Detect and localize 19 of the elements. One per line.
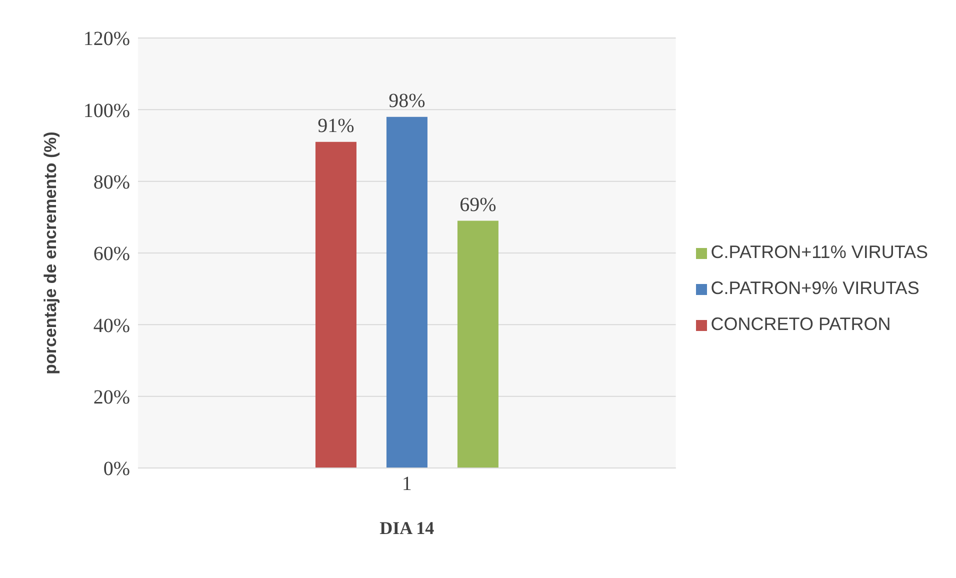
legend-label: CONCRETO PATRON bbox=[710, 314, 891, 334]
data-label: 91% bbox=[318, 114, 354, 137]
legend-label: C.PATRON+11% VIRUTAS bbox=[710, 242, 928, 262]
y-tick-label: 120% bbox=[83, 28, 130, 50]
y-tick-label: 20% bbox=[93, 386, 130, 408]
bar bbox=[315, 142, 356, 468]
y-tick-label: 80% bbox=[93, 171, 130, 194]
y-tick-label: 0% bbox=[103, 458, 130, 480]
bar bbox=[457, 220, 498, 468]
data-label: 69% bbox=[460, 194, 496, 216]
y-tick-label: 60% bbox=[93, 243, 130, 266]
y-tick-label: 40% bbox=[93, 314, 130, 337]
legend-label: C.PATRON+9% VIRUTAS bbox=[710, 278, 920, 298]
data-label: 98% bbox=[388, 90, 426, 112]
x-tick-label: 1 bbox=[402, 473, 412, 496]
bar bbox=[386, 116, 428, 468]
x-axis-title: DIA 14 bbox=[380, 518, 434, 538]
y-axis-title: porcentaje de encremento (%) bbox=[41, 132, 60, 374]
y-tick-label: 100% bbox=[83, 100, 130, 122]
